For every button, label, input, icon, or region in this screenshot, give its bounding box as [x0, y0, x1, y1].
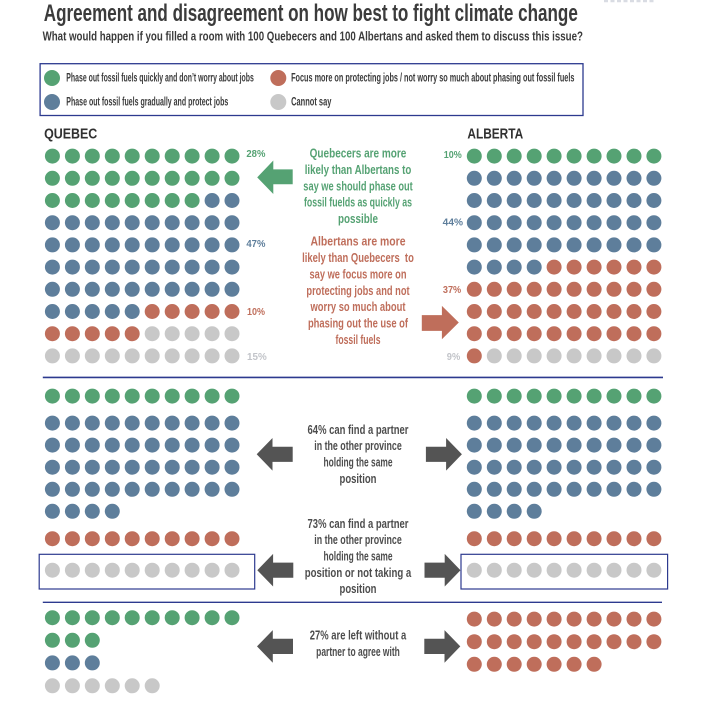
- svg-text:64% can find a partner: 64% can find a partner: [308, 422, 409, 437]
- svg-text:worry so much about: worry so much about: [310, 299, 406, 314]
- svg-text:likely than Quebecers to: likely than Quebecers to: [302, 250, 414, 265]
- svg-text:28%: 28%: [246, 149, 265, 160]
- svg-text:holding the same: holding the same: [324, 455, 393, 470]
- svg-text:Albertans are more: Albertans are more: [311, 234, 406, 249]
- svg-text:position: position: [340, 471, 377, 486]
- svg-text:possible: possible: [338, 211, 378, 226]
- svg-text:Phase out fossil fuels quickly: Phase out fossil fuels quickly and don’t…: [66, 72, 254, 84]
- svg-text:likely than Albertans to: likely than Albertans to: [305, 162, 412, 177]
- svg-text:partner to agree with: partner to agree with: [316, 644, 400, 659]
- svg-text:say we should phase out: say we should phase out: [303, 178, 413, 193]
- svg-text:47%: 47%: [246, 239, 265, 250]
- svg-text:10%: 10%: [247, 307, 265, 318]
- svg-text:fossil fuels: fossil fuels: [336, 332, 381, 347]
- svg-text:Phase out fossil fuels gradual: Phase out fossil fuels gradually and pro…: [66, 97, 228, 109]
- svg-text:Agreement and disagreement on: Agreement and disagreement on how best t…: [44, 0, 578, 27]
- svg-text:Cannot say: Cannot say: [291, 97, 332, 109]
- svg-text:in the other province: in the other province: [314, 532, 402, 547]
- svg-text:say we focus more on: say we focus more on: [310, 266, 407, 281]
- svg-text:phasing out the use of: phasing out the use of: [308, 316, 409, 331]
- svg-text:ALBERTA: ALBERTA: [467, 127, 523, 143]
- svg-text:in the other province: in the other province: [314, 438, 402, 453]
- svg-text:holding the same: holding the same: [324, 549, 393, 564]
- svg-text:fossil fuelds as quickly as: fossil fuelds as quickly as: [304, 195, 412, 210]
- svg-text:What would happen if you fille: What would happen if you filled a room w…: [43, 29, 583, 44]
- svg-text:position: position: [340, 581, 377, 596]
- svg-text:position or not taking a: position or not taking a: [305, 565, 412, 580]
- svg-text:9%: 9%: [447, 352, 461, 363]
- svg-text:15%: 15%: [247, 352, 267, 363]
- svg-text:73% can find a partner: 73% can find a partner: [308, 516, 409, 531]
- svg-text:protecting jobs and not: protecting jobs and not: [306, 283, 410, 298]
- svg-text:Focus more on protecting jobs: Focus more on protecting jobs / not worr…: [291, 72, 574, 84]
- svg-text:Quebecers are more: Quebecers are more: [310, 146, 407, 161]
- svg-text:37%: 37%: [443, 285, 461, 296]
- svg-text:10%: 10%: [444, 150, 462, 161]
- svg-text:44%: 44%: [443, 218, 463, 229]
- svg-text:QUEBEC: QUEBEC: [44, 127, 98, 143]
- svg-text:27% are left without a: 27% are left without a: [310, 628, 407, 643]
